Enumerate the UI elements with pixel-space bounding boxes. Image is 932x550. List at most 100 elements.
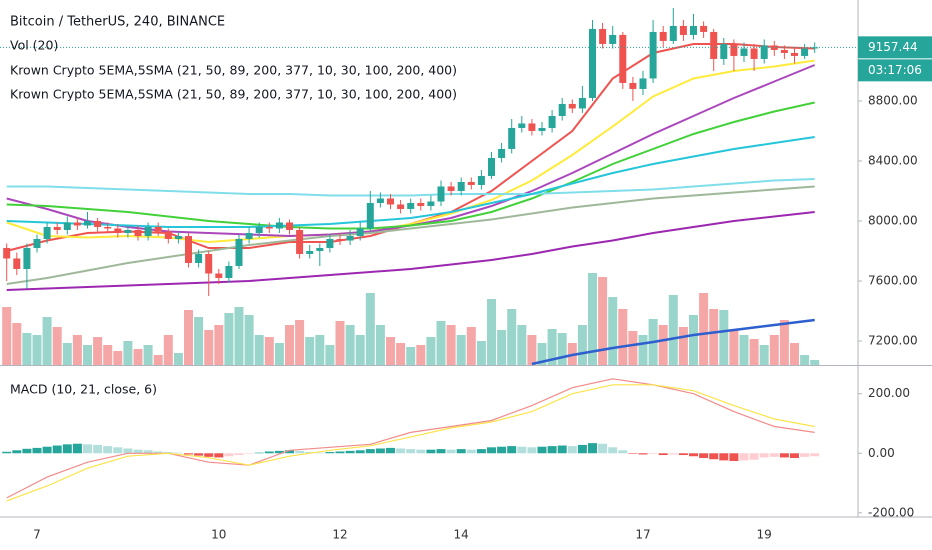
candle-body [306, 250, 314, 254]
volume-bar [93, 337, 103, 365]
candle-body [740, 48, 748, 56]
volume-bar [12, 323, 22, 365]
volume-bar [62, 343, 72, 365]
candle-body [336, 238, 344, 241]
candle-body [710, 31, 718, 59]
histogram-bar [719, 453, 729, 461]
volume-bar [537, 343, 547, 365]
candle-body [255, 226, 263, 233]
candle-body [649, 31, 657, 79]
histogram-bar [537, 446, 547, 454]
histogram-bar [618, 450, 628, 454]
histogram-bar [497, 446, 507, 454]
histogram-bar [123, 448, 133, 454]
candle-body [578, 97, 586, 109]
volume-layer [2, 273, 820, 365]
line [6, 59, 815, 244]
volume-bar [375, 325, 385, 365]
volume-bar [214, 325, 224, 365]
histogram-bar [678, 453, 688, 456]
histogram-bar [365, 449, 375, 454]
histogram-bar [598, 443, 608, 454]
indicator-label: Krown Crypto 5EMA,5SMA (21, 50, 89, 200,… [10, 63, 457, 78]
volume-bar [456, 335, 466, 365]
line [6, 136, 815, 228]
histogram-bar [588, 443, 597, 454]
line [6, 178, 815, 197]
ma-layer [6, 43, 816, 291]
candle-body [154, 226, 162, 232]
candle-body [286, 222, 293, 230]
histogram-bar [204, 453, 214, 457]
volume-bar [436, 321, 446, 365]
histogram-bar [769, 453, 779, 457]
line [6, 378, 815, 499]
candle-body [467, 181, 475, 185]
histogram-bar [800, 453, 810, 457]
candle-body [538, 127, 546, 131]
histogram-bar [133, 449, 143, 454]
candle-body [33, 238, 41, 248]
histogram-bar [234, 453, 244, 456]
histogram-bar [285, 450, 294, 454]
candle-body [114, 228, 122, 233]
histogram-bar [22, 448, 32, 454]
x-tick-label: 12 [332, 528, 347, 542]
histogram-bar [42, 446, 52, 454]
y-tick-label: 200.00 [868, 386, 910, 400]
x-tick-label: 14 [454, 528, 469, 542]
candle-body [791, 52, 798, 56]
candle-body [63, 222, 71, 230]
candle-body [164, 231, 172, 239]
histogram-bar [315, 452, 325, 454]
histogram-bar [638, 453, 648, 455]
candle-body [619, 34, 627, 83]
candle-body [397, 204, 405, 209]
candle-body [407, 202, 415, 209]
histogram-bar [335, 451, 345, 454]
histogram-bar [658, 453, 668, 456]
candle-body [690, 25, 697, 35]
histogram-bar [739, 453, 749, 461]
volume-bar [588, 273, 597, 365]
candle-body [659, 31, 667, 41]
histogram-bar [32, 447, 42, 454]
histogram-bar [608, 447, 618, 454]
volume-bar [739, 335, 749, 365]
volume-bar [224, 313, 234, 365]
histogram-bar [173, 452, 183, 454]
candle-body [174, 235, 182, 239]
volume-bar [123, 341, 133, 365]
volume-bar [527, 335, 537, 365]
histogram-bar [557, 445, 567, 454]
volume-bar [618, 309, 628, 365]
candle-body [780, 49, 788, 53]
histogram-bar [476, 449, 486, 454]
candle-body [134, 229, 142, 236]
volume-bar [608, 297, 618, 365]
histogram-bar [436, 449, 446, 454]
histogram-bar [355, 450, 365, 454]
histogram-bar [2, 451, 12, 454]
volume-bar [487, 299, 496, 365]
histogram-bar [699, 453, 709, 459]
candle-body [669, 25, 677, 41]
y-tick-label: -200.00 [868, 505, 914, 519]
candle-body [94, 220, 102, 227]
histogram-bar [547, 446, 557, 454]
histogram-bar [527, 447, 537, 454]
candle-body [53, 226, 61, 230]
histogram-bar [224, 453, 234, 457]
histogram-bar [386, 447, 395, 454]
countdown-label: 03:17:06 [868, 63, 922, 77]
candle-body [205, 253, 213, 274]
candle-body [720, 43, 728, 59]
axes: 7 10 12 14 17 19 7200.00 7600.00 8000.00 8400.00 8… [0, 36, 932, 542]
macd-title: MACD (10, 21, close, 6) [10, 382, 157, 397]
volume-bar [547, 329, 557, 365]
volume-bar [719, 310, 729, 365]
volume-bar [254, 335, 264, 365]
volume-bar [446, 325, 456, 365]
